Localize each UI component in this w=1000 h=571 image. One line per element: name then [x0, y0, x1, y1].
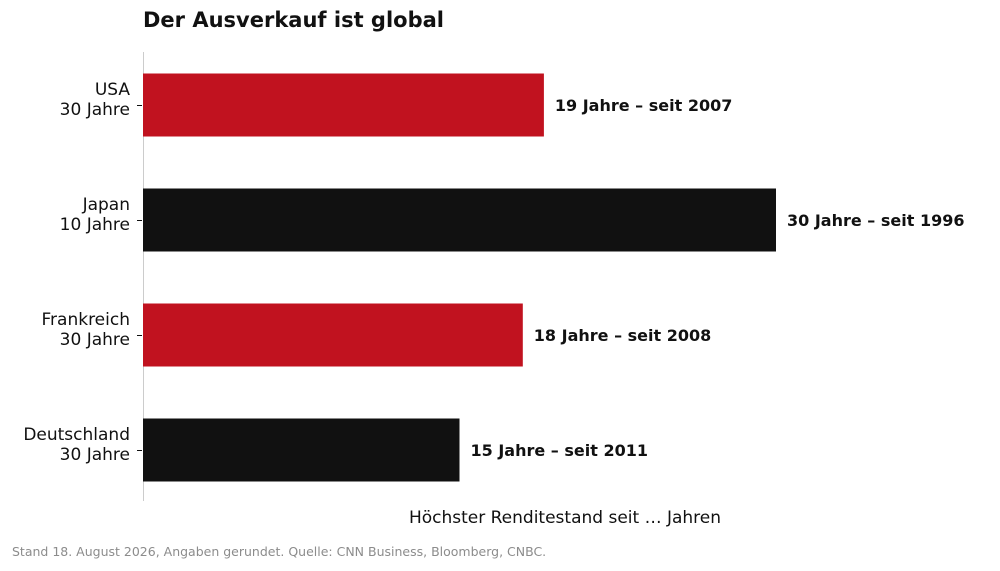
- y-tick-label: USA 30 Jahre: [60, 80, 131, 120]
- y-tick-label-line1: Deutschland: [23, 425, 130, 445]
- bar-usa: [143, 73, 544, 137]
- y-tick-label: Deutschland 30 Jahre: [23, 425, 130, 465]
- y-tick-label-line2: 30 Jahre: [60, 330, 130, 350]
- bar-japan: [143, 188, 776, 252]
- y-tick-label-line2: 10 Jahre: [60, 215, 130, 235]
- data-label: 19 Jahre – seit 2007: [555, 96, 732, 115]
- data-label: 15 Jahre – seit 2011: [471, 441, 648, 460]
- y-tick-label-line2: 30 Jahre: [60, 445, 130, 465]
- y-tick-label-line1: Japan: [82, 195, 130, 215]
- bar-deutschland: [143, 418, 460, 482]
- y-tick-label-line1: Frankreich: [42, 310, 131, 330]
- y-tick-label-line2: 30 Jahre: [60, 100, 130, 120]
- x-axis-label: Höchster Renditestand seit … Jahren: [409, 508, 721, 528]
- chart-footer: Stand 18. August 2026, Angaben gerundet.…: [12, 544, 547, 559]
- data-label: 18 Jahre – seit 2008: [534, 326, 711, 345]
- y-tick-label-line1: USA: [95, 80, 131, 100]
- y-tick-label: Frankreich 30 Jahre: [42, 310, 131, 350]
- y-tick-label: Japan 10 Jahre: [60, 195, 130, 235]
- chart-title: Der Ausverkauf ist global: [143, 8, 444, 32]
- data-label: 30 Jahre – seit 1996: [787, 211, 964, 230]
- bar-frankreich: [143, 303, 523, 367]
